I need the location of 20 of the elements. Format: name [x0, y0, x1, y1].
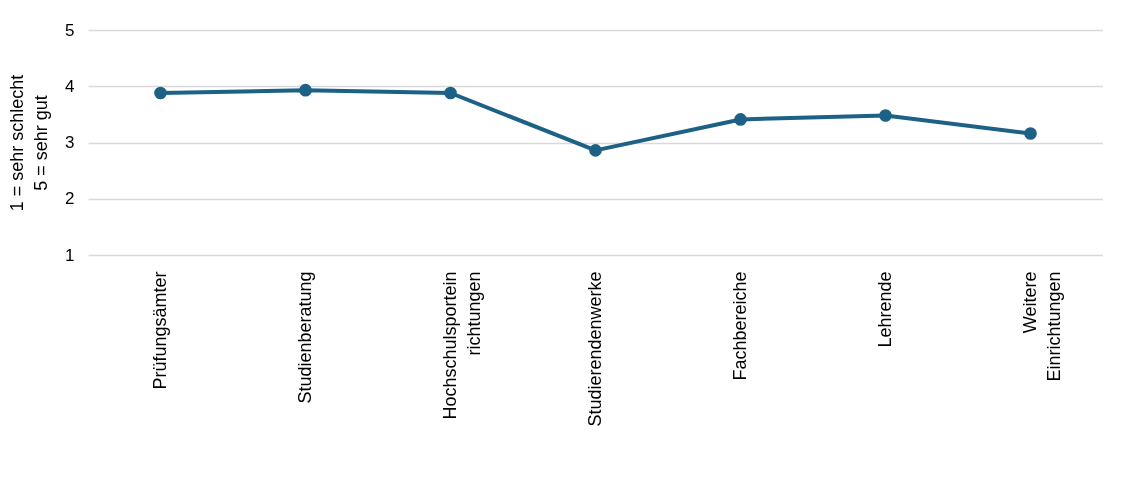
y-tick-label: 2 [65, 189, 75, 209]
y-tick-label: 1 [65, 245, 75, 265]
y-tick-label: 5 [65, 20, 75, 40]
point [879, 109, 892, 122]
point [589, 144, 602, 157]
y-axis-title: 1 = sehr schlecht 5 = sehr gut [7, 74, 52, 212]
y-tick-label: 3 [65, 133, 75, 152]
x-tick-label: Studienberatung [295, 271, 315, 404]
x-tick-label: Hochschulsportein richtungen [440, 271, 484, 420]
x-tick-label: Fachbereiche [730, 271, 750, 381]
x-tick-label: Studierendenwerke [585, 271, 605, 427]
point [154, 86, 167, 100]
y-tick-label: 4 [65, 76, 75, 96]
x-tick-label: Weitere Einrichtungen [1020, 271, 1064, 382]
point [444, 86, 457, 100]
x-tick-label: Prüfungsämter [150, 271, 170, 390]
point [734, 113, 747, 126]
x-tick-label: Lehrende [875, 271, 895, 348]
point [1024, 127, 1037, 140]
point [299, 83, 312, 97]
